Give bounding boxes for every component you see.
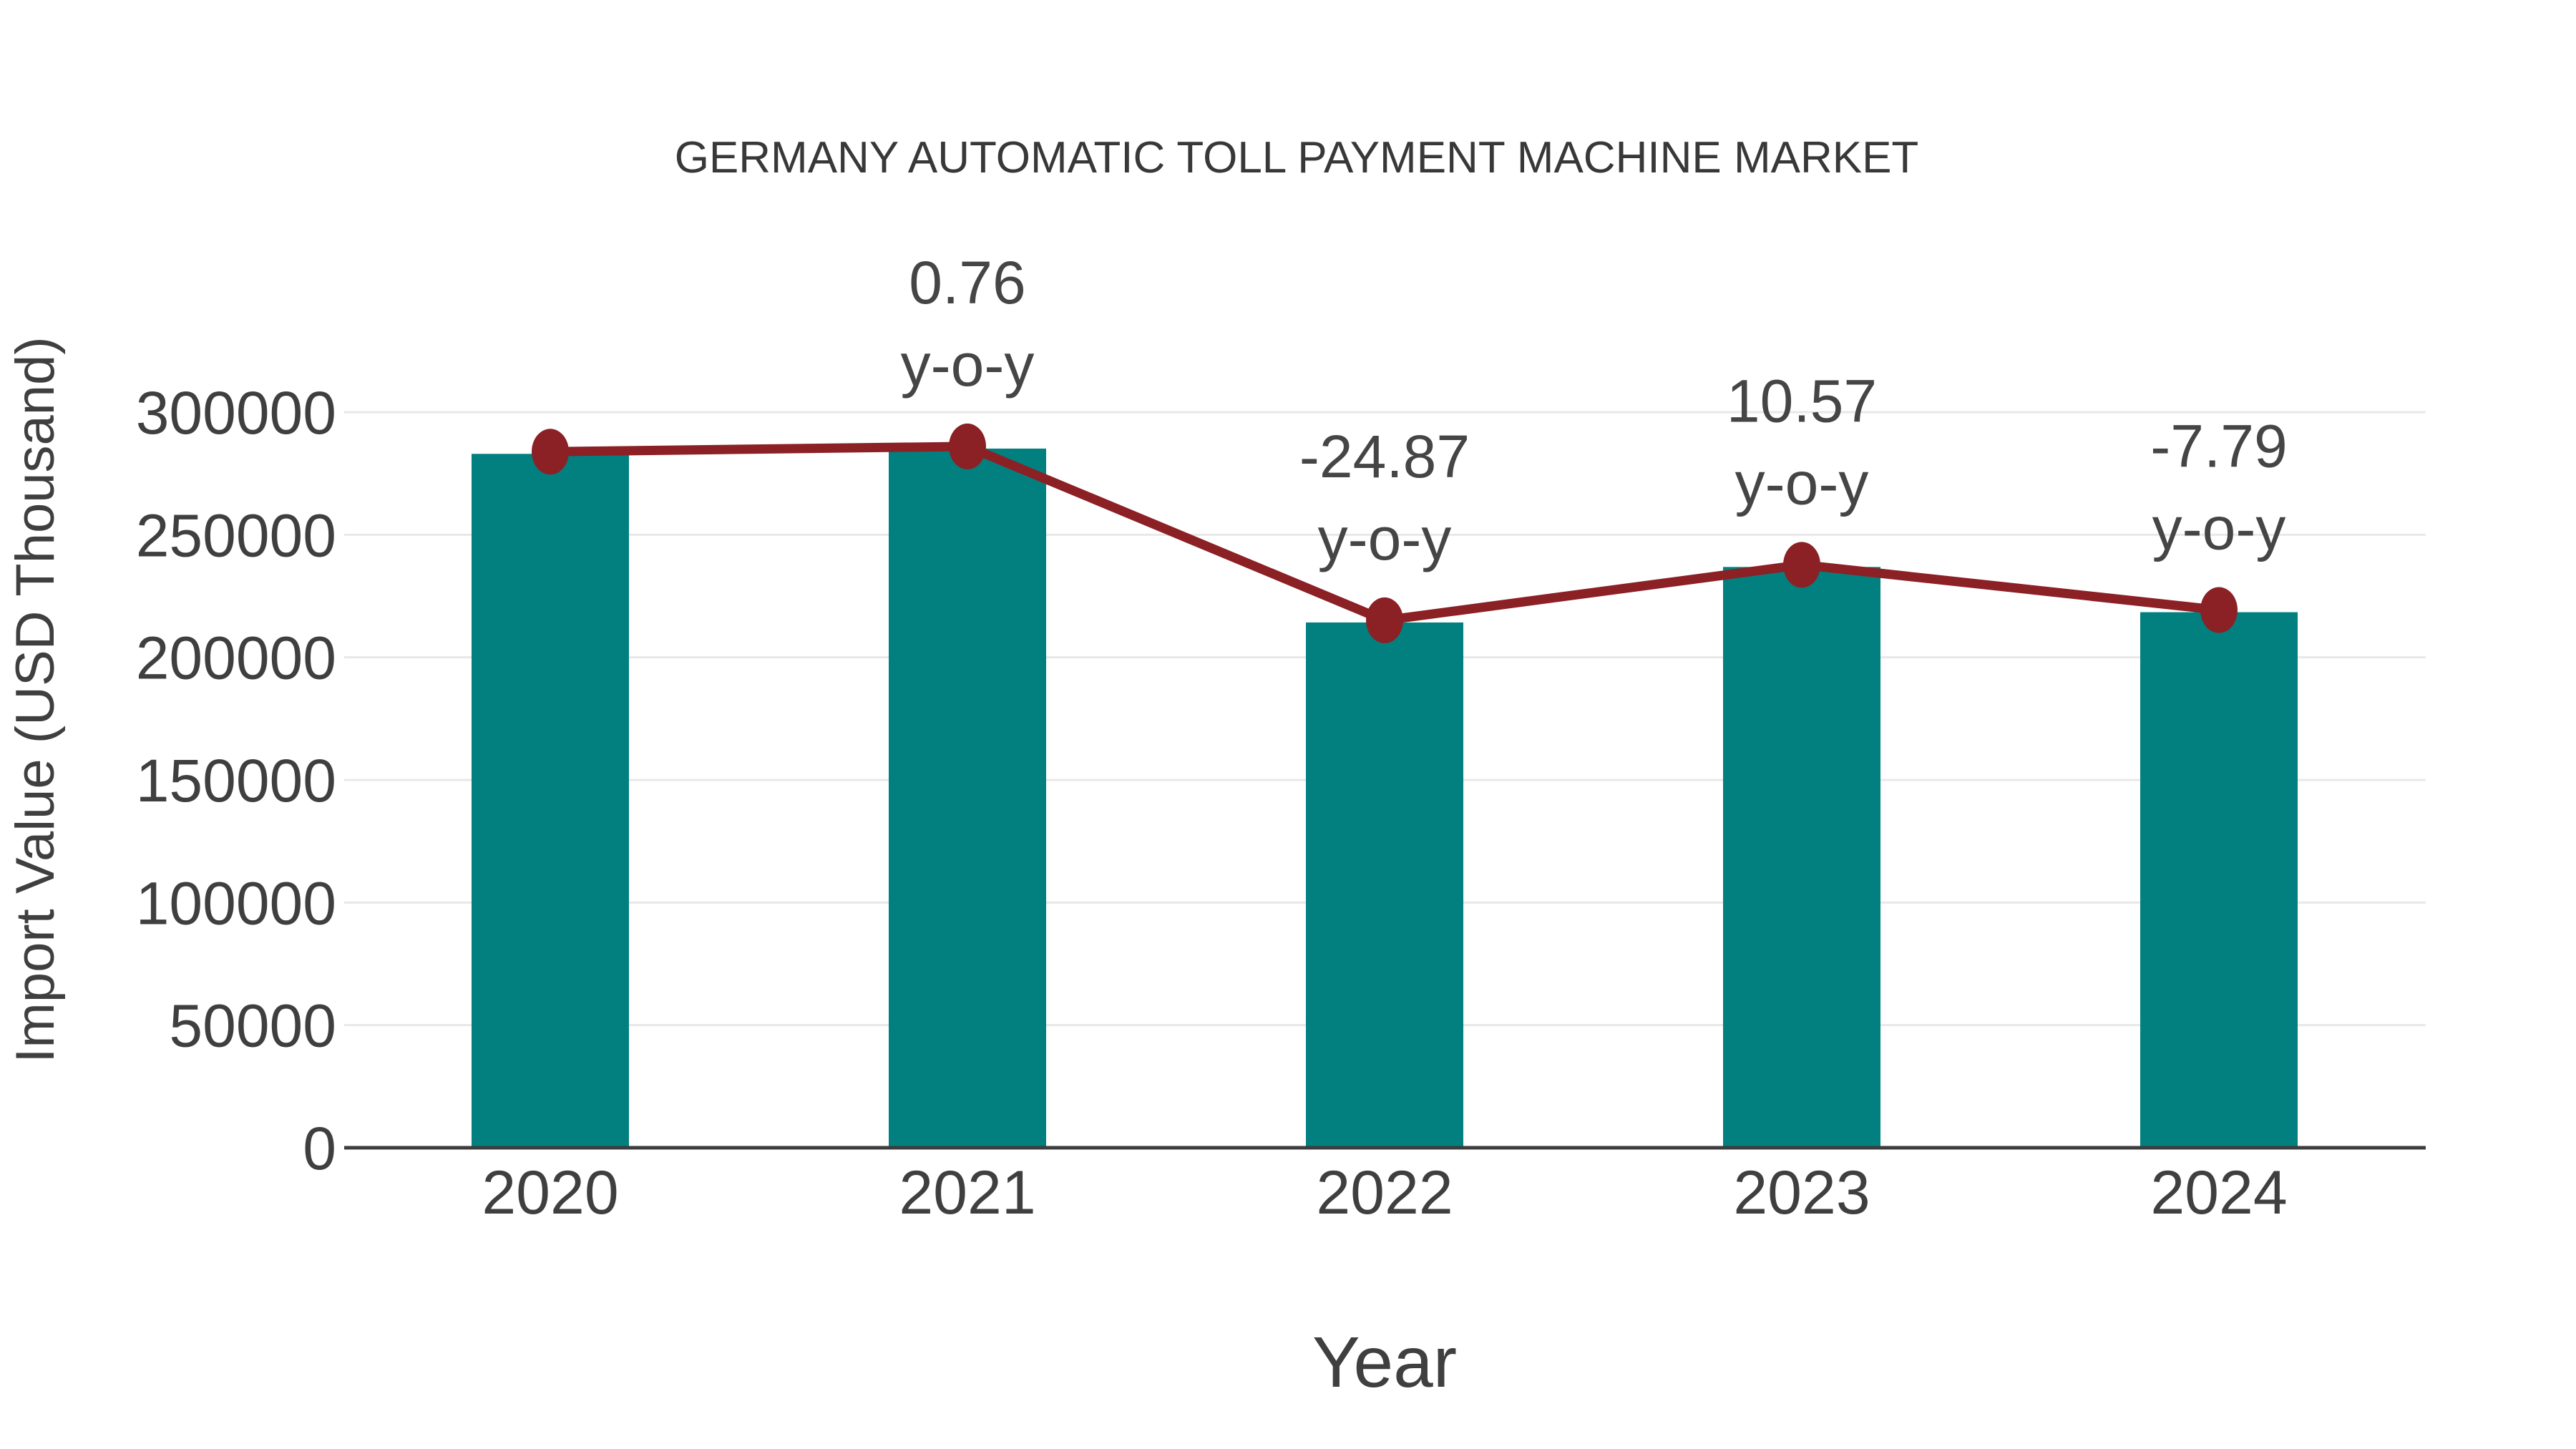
y-tick-label: 250000 — [136, 502, 336, 569]
y-tick-labels: 0 50000 100000 150000 200000 250000 300000 — [136, 379, 336, 1182]
trend-line-marker — [2200, 587, 2238, 633]
trend-line-marker — [1783, 542, 1820, 588]
trend-line-markers — [532, 423, 2238, 643]
x-tick-label: 2021 — [899, 1158, 1035, 1227]
trend-line-marker — [949, 423, 986, 469]
x-tick-labels: 2020 2021 2022 2023 2024 — [482, 1158, 2287, 1227]
trend-line-marker — [532, 429, 569, 475]
bar — [2140, 612, 2298, 1148]
bar — [889, 448, 1046, 1148]
y-axis-label: Import Value (USD Thousand) — [5, 336, 66, 1063]
x-axis-label: Year — [1312, 1322, 1457, 1402]
yoy-annotation-suffix: y-o-y — [901, 331, 1035, 399]
yoy-annotations: 0.76 y-o-y -24.87 y-o-y 10.57 y-o-y -7.79 y-o-y — [901, 249, 2288, 572]
yoy-annotation-value: -7.79 — [2150, 413, 2287, 480]
trend-line-marker — [1366, 597, 1403, 643]
bar — [1306, 622, 1463, 1148]
y-tick-label: 300000 — [136, 379, 336, 447]
x-tick-label: 2023 — [1733, 1158, 1870, 1227]
y-tick-label: 50000 — [169, 992, 336, 1060]
yoy-annotation-value: -24.87 — [1299, 423, 1470, 490]
yoy-annotation-value: 0.76 — [909, 249, 1026, 316]
yoy-annotation-value: 10.57 — [1727, 367, 1877, 434]
yoy-annotation-suffix: y-o-y — [2152, 495, 2286, 562]
bar — [472, 454, 629, 1148]
bar — [1723, 567, 1880, 1148]
x-tick-label: 2022 — [1316, 1158, 1453, 1227]
bars — [472, 448, 2298, 1148]
y-tick-label: 100000 — [136, 869, 336, 937]
y-tick-label: 150000 — [136, 747, 336, 814]
y-tick-label: 200000 — [136, 625, 336, 692]
yoy-annotation-suffix: y-o-y — [1318, 505, 1452, 572]
chart-title: GERMANY AUTOMATIC TOLL PAYMENT MACHINE M… — [675, 133, 1919, 182]
y-tick-label: 0 — [303, 1115, 336, 1182]
yoy-annotation-suffix: y-o-y — [1735, 449, 1869, 517]
x-tick-label: 2020 — [482, 1158, 618, 1227]
x-tick-label: 2024 — [2150, 1158, 2287, 1227]
